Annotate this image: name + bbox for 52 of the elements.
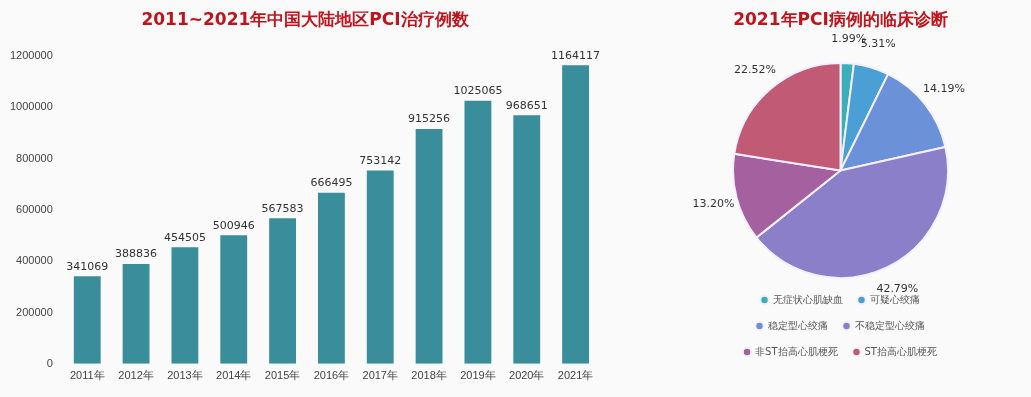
x-tick-label: 2019年 [460,369,496,382]
y-tick-label: 0 [46,356,53,369]
x-tick-label: 2020年 [509,369,545,382]
bar [464,100,492,364]
x-tick-label: 2016年 [313,369,350,382]
bar [220,235,248,364]
legend-label: 非ST抬高心肌梗死 [755,345,838,357]
chart-title: 2021年PCI病例的临床诊断 [732,8,949,31]
x-tick-label: 2011年 [69,369,105,382]
x-tick-label: 2018年 [411,369,447,382]
bar [415,129,443,364]
data-label: 1025065 [453,84,503,98]
x-tick-label: 2017年 [362,369,398,382]
data-label: 388836 [115,247,158,261]
data-label: 915256 [408,112,451,126]
x-tick-label: 2013年 [167,369,203,382]
data-label: 968651 [505,98,548,112]
x-tick-label: 2021年 [557,369,594,382]
data-label: 22.52% [734,63,777,77]
y-tick-label: 800000 [16,151,53,164]
data-label: 567583 [261,201,304,215]
y-tick-label: 200000 [16,305,53,318]
bar [562,65,590,364]
legend-label: 不稳定型心绞痛 [854,319,925,331]
data-label: 1164117 [551,48,601,62]
y-tick-label: 400000 [16,254,53,267]
data-label: 13.20% [692,197,735,211]
legend-label: 可疑心绞痛 [869,293,920,305]
legend-label: ST抬高心肌梗死 [864,345,937,357]
data-label: 341069 [66,259,109,273]
y-tick-label: 1200000 [10,49,53,62]
y-tick-label: 600000 [16,202,53,215]
data-label: 500946 [212,218,255,232]
bar [73,276,101,364]
data-label: 666495 [310,176,353,190]
bar [269,218,297,364]
legend-label: 无症状心肌缺血 [772,293,843,305]
bar [122,264,150,364]
data-label: 42.79% [876,281,919,295]
x-tick-label: 2015年 [264,369,301,382]
bar [171,247,199,364]
bar [366,170,394,364]
x-tick-label: 2012年 [118,369,154,382]
data-label: 753142 [359,153,402,167]
x-tick-label: 2014年 [216,369,252,382]
y-tick-label: 1000000 [10,100,53,113]
bar [513,115,541,364]
bar [317,192,345,364]
legend-label: 稳定型心绞痛 [767,319,828,331]
data-label: 14.19% [922,82,965,96]
chart-title: 2011~2021年中国大陆地区PCI治疗例数 [140,8,470,31]
data-label: 454505 [163,230,206,244]
